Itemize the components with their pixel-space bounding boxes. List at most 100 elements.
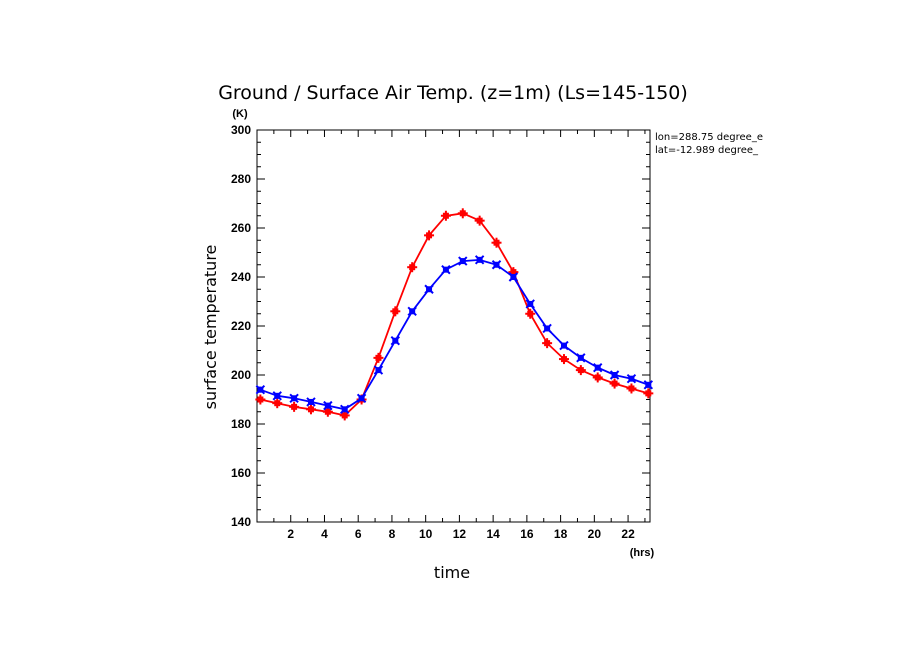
data-point <box>576 353 586 363</box>
marker-stroke <box>306 397 316 407</box>
y-tick-label: 140 <box>231 515 251 529</box>
marker-stroke <box>441 264 451 275</box>
x-tick-label: 6 <box>355 527 362 541</box>
data-point <box>407 262 418 273</box>
data-point <box>305 404 316 415</box>
x-tick-label: 2 <box>287 527 294 541</box>
data-point <box>474 215 485 226</box>
series-line <box>260 212 649 417</box>
y-tick-label: 200 <box>231 368 251 382</box>
data-point <box>559 340 569 351</box>
data-point <box>272 391 282 401</box>
marker-stroke <box>356 393 367 403</box>
marker-stroke <box>407 306 417 317</box>
data-point <box>592 372 603 383</box>
plot-frame <box>256 129 651 523</box>
x-tick-label: 22 <box>621 527 635 541</box>
data-point <box>255 394 266 405</box>
marker-stroke <box>609 370 620 380</box>
y-tick-label: 220 <box>231 319 251 333</box>
data-point <box>491 260 502 270</box>
marker-stroke <box>626 373 637 384</box>
y-axis-label: surface temperature <box>201 245 220 410</box>
series-2 <box>255 255 654 415</box>
series-1 <box>255 208 654 421</box>
annotation-lat: lat=-12.989 degree_ <box>655 145 759 156</box>
data-point <box>289 393 299 403</box>
data-point <box>373 352 384 363</box>
series-group <box>255 208 654 421</box>
x-tick-label: 4 <box>321 527 328 541</box>
data-point <box>373 365 384 375</box>
data-point <box>508 272 519 282</box>
data-point <box>626 383 637 394</box>
data-point <box>323 400 333 411</box>
y-tick-label: 280 <box>231 172 251 186</box>
chart-title: Ground / Surface Air Temp. (z=1m) (Ls=14… <box>218 82 688 104</box>
data-point <box>390 306 401 317</box>
annotation-lon: lon=288.75 degree_e <box>655 132 763 143</box>
marker-stroke <box>508 272 519 282</box>
marker-stroke <box>542 323 552 334</box>
data-point <box>474 255 485 265</box>
data-point <box>626 373 637 384</box>
marker-stroke <box>272 391 282 401</box>
data-point <box>306 397 316 407</box>
data-point <box>424 284 434 294</box>
marker-stroke <box>255 384 266 395</box>
x-tick-label: 10 <box>419 527 433 541</box>
marker-stroke <box>474 255 485 265</box>
marker-stroke <box>593 362 603 373</box>
data-point <box>390 335 401 346</box>
x-tick-label: 12 <box>453 527 467 541</box>
data-point <box>340 404 350 415</box>
axis-ticks: 2 4 6 8 10 12 14 16 18 20 22 140 160 180 200 220 240 260 2… <box>231 123 650 541</box>
data-point <box>356 393 367 403</box>
data-point <box>440 210 451 221</box>
y-tick-label: 160 <box>231 466 251 480</box>
marker-stroke <box>424 284 434 294</box>
marker-stroke <box>559 340 569 351</box>
data-point <box>643 380 654 390</box>
data-point <box>424 230 435 241</box>
x-tick-label: 18 <box>554 527 568 541</box>
y-tick-label: 300 <box>231 123 251 137</box>
x-tick-label: 8 <box>389 527 396 541</box>
marker-stroke <box>491 260 502 270</box>
marker-stroke <box>390 335 401 346</box>
data-point <box>593 362 603 373</box>
x-tick-label: 14 <box>486 527 500 541</box>
marker-stroke <box>525 299 535 309</box>
marker-stroke <box>576 353 586 363</box>
y-unit-label: (K) <box>232 108 248 120</box>
data-point <box>457 208 468 219</box>
data-point <box>407 306 417 317</box>
marker-stroke <box>340 404 350 415</box>
data-point <box>542 338 553 349</box>
marker-stroke <box>373 365 384 375</box>
data-point <box>525 299 535 309</box>
series-line <box>260 258 649 411</box>
y-tick-label: 240 <box>231 270 251 284</box>
data-point <box>289 401 300 412</box>
x-tick-label: 16 <box>520 527 534 541</box>
marker-stroke <box>643 380 654 390</box>
marker-stroke <box>289 393 299 403</box>
data-point <box>609 370 620 380</box>
data-point <box>458 256 468 266</box>
y-tick-label: 260 <box>231 221 251 235</box>
data-point <box>255 384 266 395</box>
data-point <box>643 388 654 399</box>
marker-stroke <box>323 400 333 411</box>
data-point <box>491 237 502 248</box>
data-point <box>525 308 536 319</box>
y-tick-label: 180 <box>231 417 251 431</box>
data-point <box>575 365 586 376</box>
x-tick-label: 20 <box>588 527 602 541</box>
data-point <box>542 323 552 334</box>
marker-stroke <box>458 256 468 266</box>
data-point <box>558 354 569 365</box>
x-axis-label: time <box>434 563 470 582</box>
data-point <box>609 378 620 389</box>
